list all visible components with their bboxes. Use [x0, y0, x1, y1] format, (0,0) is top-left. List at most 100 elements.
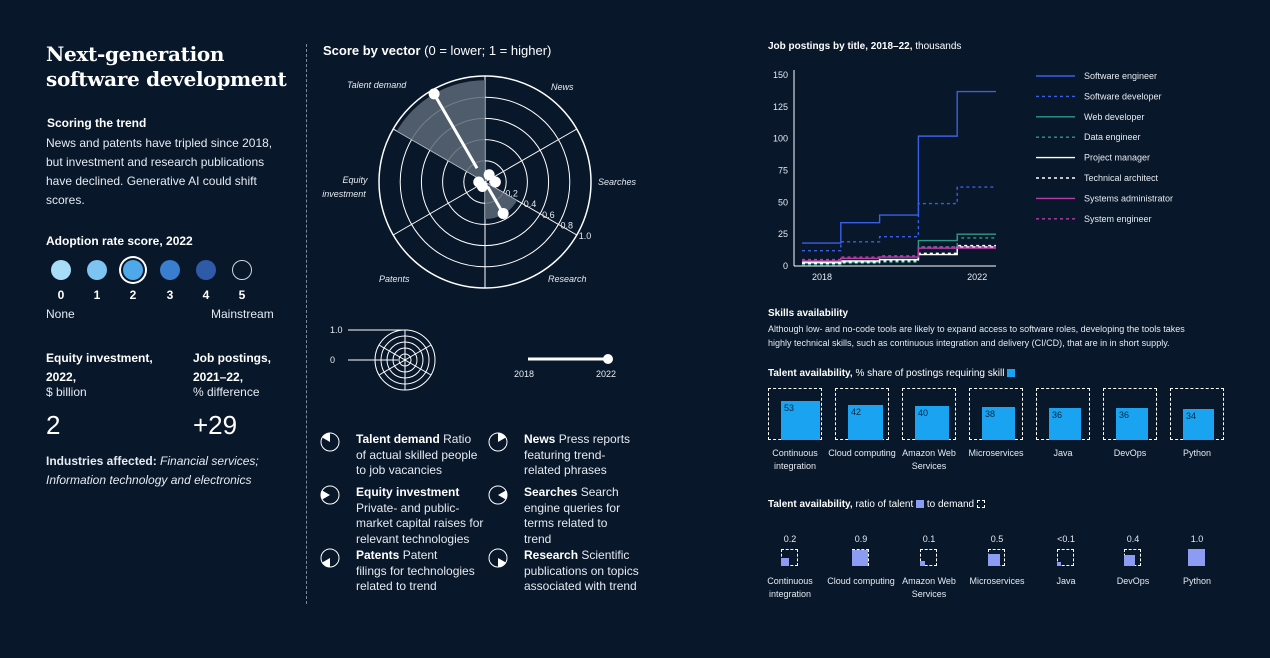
legend-icon-ring-2 [320, 485, 340, 505]
ratio-label-4: Java [1056, 576, 1076, 586]
legend-line1-0: Talent demand Ratio [356, 432, 472, 446]
ratio-value-4: <0.1 [1057, 534, 1075, 544]
adoption-low-label: None [46, 307, 75, 321]
job-chart-heading-bold: Job postings by title, 2018–22, [768, 41, 913, 52]
job-ytick-0: 0 [783, 261, 788, 271]
ratio-heading-bold: Talent availability, [768, 499, 853, 510]
share-bar-0 [781, 401, 820, 440]
ratio-talent-3 [988, 554, 1000, 566]
legend-icon-wedge-2 [321, 490, 330, 500]
scoring-text: News and patents have tripled since 2018… [46, 136, 273, 207]
legend-l3-3: terms related to [524, 516, 608, 530]
ratio-talent-0 [781, 558, 789, 566]
radar-title-bold: Score by vector [323, 43, 421, 58]
ratio-talent-4 [1057, 562, 1061, 566]
industries-label: Industries affected: [46, 454, 157, 468]
key-spoke-1 [404, 344, 432, 361]
share-label-1: Cloud computing [828, 448, 896, 458]
skills-text-line1: Although low- and no-code tools are like… [768, 324, 1185, 334]
radar-spoke-2 [484, 181, 578, 236]
ratio-label-5: DevOps [1116, 576, 1150, 586]
job-legend-label-1: Software developer [1084, 91, 1162, 101]
job-chart-heading-rest: thousands [915, 41, 962, 52]
key-time-dot [603, 354, 613, 364]
radar-wedge-research [485, 182, 518, 220]
key-year-start: 2018 [514, 369, 534, 379]
share-value-3: 38 [985, 409, 996, 419]
equity-heading-line2: 2022, [46, 370, 77, 384]
legend-l2-5: publications on topics [524, 563, 639, 578]
job-postings-chart: 0 25 50 75 100 125 150 2018 2022 Software engine… [773, 70, 1173, 282]
share-label-4: Java [1053, 448, 1073, 458]
legend-l4-3: trend [524, 531, 552, 546]
radar-ring-label-3: 0.8 [560, 220, 573, 230]
share-swatch [1007, 369, 1016, 378]
job-legend: Software engineer Software developer Web d… [1036, 71, 1173, 224]
adoption-heading: Adoption rate score, 2022 [46, 234, 193, 248]
ratio-label-3: Microservices [969, 576, 1025, 586]
share-value-5: 36 [1119, 410, 1130, 420]
vector-legend: Talent demand Ratio of actual skilled peo… [320, 432, 660, 607]
ratio-label-2: Amazon Web Services [902, 576, 956, 599]
jobs-unit: % difference [193, 385, 260, 399]
legend-name-2: Equity investment [356, 485, 460, 499]
adoption-circle-4 [196, 260, 216, 280]
jobs-heading: Job postings, 2021–22, [193, 349, 271, 387]
legend-l2-3: engine queries for [524, 500, 621, 515]
adoption-circle-5 [232, 260, 252, 280]
share-label-2: Amazon Web Services [902, 448, 956, 471]
share-bar-1 [848, 405, 883, 440]
share-value-2: 40 [918, 408, 929, 418]
legend-l3-2: market capital raises for [356, 516, 484, 530]
legend-text-2: Equity investment Private- and public-mar… [356, 485, 496, 547]
key-scale-bottom: 0 [330, 355, 335, 365]
share-bars: 53 Continuous integration 42 Cloud computin… [0, 0, 1224, 471]
industries: Industries affected: Financial services;… [46, 452, 296, 490]
ratio-bars: 0.2 Continuous integration 0.9 Cloud comput… [0, 0, 1211, 599]
job-ytick-125: 125 [773, 102, 788, 112]
ratio-label-6: Python [1182, 576, 1212, 586]
legend-name-3: Searches [524, 485, 578, 499]
ratio-heading-end: to demand [926, 499, 975, 510]
radar-dot-0 [428, 88, 440, 100]
ratio-heading: Talent availability, ratio of talent to … [768, 499, 985, 510]
share-heading-rest: % share of postings requiring skill [855, 368, 1005, 379]
radar-grid: 0.2 0.4 0.6 0.8 1.0 [378, 75, 592, 289]
job-legend-label-6: Systems administrator [1084, 193, 1173, 203]
jobs-value: +29 [193, 410, 238, 440]
key-year-end: 2022 [596, 369, 616, 379]
ratio-value-6: 1.0 [1190, 534, 1204, 544]
page-title: Next-generation software development [46, 42, 287, 91]
radar-wedge-talent [396, 80, 485, 182]
job-legend-label-5: Technical architect [1084, 173, 1159, 183]
legend-l3-5: associated with trend [524, 579, 637, 593]
share-value-6: 34 [1186, 411, 1197, 421]
share-bar-2 [915, 406, 949, 440]
radar-dot-5 [473, 176, 485, 188]
legend-l2-4: filings for technologies [356, 563, 475, 578]
ratio-talent-2 [920, 561, 925, 566]
legend-icon-wedge-5 [498, 558, 506, 567]
ratio-value-2: 0.1 [922, 534, 936, 544]
legend-line1-3: Searches Search [524, 485, 619, 499]
share-heading: Talent availability, % share of postings… [768, 368, 1016, 379]
job-chart-heading: Job postings by title, 2018–22, thousand… [768, 41, 961, 52]
radar-dot-3 [497, 207, 509, 219]
radar-ring-label-1: 0.4 [524, 199, 537, 209]
skills-text: Although low- and no-code tools are like… [768, 322, 1238, 350]
jobs-heading-line1: Job postings, [193, 351, 271, 365]
radar-label-searches: Searches [598, 177, 637, 187]
job-line-5 [802, 244, 996, 265]
share-value-0: 53 [784, 403, 795, 413]
radar-label-equity-2: investment [322, 189, 366, 199]
legend-name-4: Patents [356, 548, 400, 562]
ratio-demand-4 [1057, 549, 1074, 566]
skills-text-line2: highly technical skills, such as continu… [768, 338, 1170, 348]
legend-icon-wedge-0 [322, 433, 330, 442]
ratio-talent-6 [1188, 549, 1205, 566]
job-legend-label-0: Software engineer [1084, 71, 1157, 81]
ratio-demand-2 [920, 549, 937, 566]
radar-dot-1 [483, 169, 495, 181]
radar-stem-0 [432, 93, 479, 169]
industries-line2: Information technology and electronics [46, 473, 252, 487]
